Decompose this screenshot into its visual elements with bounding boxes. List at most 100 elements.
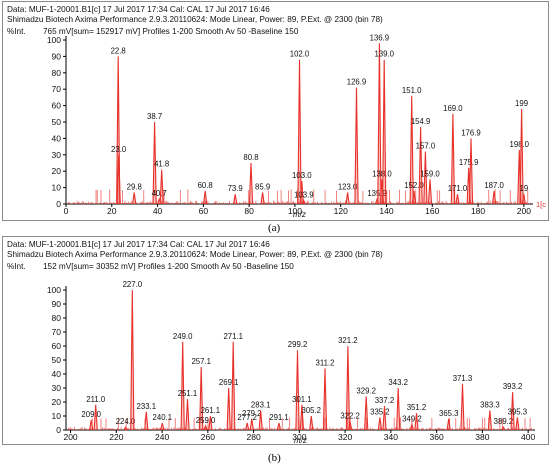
peak-label: 152.0 — [404, 181, 424, 190]
x-tick-label: 80 — [244, 206, 254, 216]
panel-b-header-line3: 152 mV[sum= 30352 mV] Profiles 1-200 Smo… — [43, 262, 294, 271]
y-tick-label: 100 — [47, 285, 61, 295]
peak-mark — [203, 424, 208, 431]
peak-label: 41.8 — [154, 160, 169, 169]
x-tick-label: 300 — [292, 432, 306, 442]
peak-mark — [185, 399, 190, 431]
peak-mark — [132, 192, 137, 205]
peak-mark — [123, 426, 128, 431]
peak-mark — [460, 383, 465, 431]
peak-label: 271.1 — [223, 332, 243, 341]
peak-mark — [377, 43, 382, 205]
peak-label: 233.1 — [137, 402, 157, 411]
peak-label: 176.9 — [461, 128, 481, 137]
peak-label: 29.8 — [127, 183, 142, 192]
panel-a-header-line1: Data: MUF-1-20001.B1[c] 17 Jul 2017 17:3… — [7, 5, 270, 14]
peak-label: 299.2 — [288, 340, 308, 349]
y-tick-label: 60 — [52, 101, 62, 111]
peak-mark — [130, 289, 135, 431]
x-tick-label: 180 — [471, 206, 485, 216]
peak-mark — [233, 194, 238, 205]
peak-label: 102.0 — [290, 50, 310, 59]
x-tick-label: 240 — [155, 432, 169, 442]
peak-label: 291.1 — [269, 413, 289, 422]
peak-label: 123.0 — [338, 183, 358, 192]
y-tick-label: 90 — [52, 299, 62, 309]
peak-mark — [199, 366, 204, 431]
x-tick-label: 320 — [338, 432, 352, 442]
y-tick-label: 50 — [52, 117, 62, 127]
x-tick-label: 200 — [63, 432, 77, 442]
peak-label: 138.0 — [372, 169, 392, 178]
peak-mark — [160, 422, 165, 431]
y-tick-label: 10 — [52, 183, 62, 193]
peak-mark — [345, 192, 350, 205]
x-axis-label: m/z — [293, 210, 306, 219]
peak-mark — [414, 413, 419, 431]
peak-mark — [354, 87, 359, 205]
peak-mark — [377, 417, 383, 431]
peak-label: 199 — [515, 99, 528, 108]
spectrum-plot-a: 0 10 20 30 40 50 60 70 80 90 100 0 20 40 60 80 100 120 140… — [47, 33, 546, 219]
peak-label: 154.9 — [411, 117, 431, 126]
peak-mark — [89, 420, 94, 431]
y-tick-label: 60 — [52, 341, 62, 351]
panel-b-header-line1: Data: MUF-1-20001.B1[c] 17 Jul 2017 17:3… — [7, 240, 270, 249]
peak-mark — [301, 199, 306, 205]
peak-label: 151.0 — [402, 86, 422, 95]
peak-mark — [455, 194, 460, 205]
x-tick-label: 60 — [199, 206, 209, 216]
y-tick-label: 70 — [52, 327, 62, 337]
peak-label: 135.9 — [367, 189, 387, 198]
peak-mark — [144, 411, 149, 431]
y-tick-label: 80 — [52, 313, 62, 323]
panel-b-ylabel: %Int. — [7, 262, 26, 271]
peak-label: 85.9 — [255, 183, 270, 192]
peak-mark — [418, 126, 423, 205]
peak-mark — [116, 154, 121, 205]
peak-label: 19 — [519, 184, 528, 193]
x-tick-label: 0 — [64, 206, 69, 216]
peak-label: 337.2 — [375, 396, 395, 405]
peak-label: 329.2 — [356, 386, 376, 395]
peak-mark — [93, 404, 98, 431]
peak-label: 249.0 — [173, 332, 193, 341]
y-tick-label: 40 — [52, 133, 62, 143]
peak-mark — [468, 138, 474, 205]
peak-mark — [276, 422, 282, 431]
peak-label: 305.2 — [301, 406, 321, 415]
peak-label: 351.2 — [407, 403, 427, 412]
peak-label: 322.2 — [340, 412, 360, 421]
peak-mark — [345, 345, 351, 431]
peak-label: 389.2 — [494, 417, 514, 426]
peak-label: 393.2 — [503, 382, 523, 391]
x-tick-label: 380 — [475, 432, 489, 442]
panel-a-ylabel: %Int. — [7, 27, 26, 36]
peak-label: 259.0 — [196, 416, 216, 425]
y-tick-label: 80 — [52, 68, 62, 78]
peak-mark — [248, 162, 254, 205]
peak-label: 227.0 — [123, 280, 143, 289]
peak-mark — [245, 422, 250, 431]
peak-label: 187.0 — [484, 181, 504, 190]
x-tick-label: 400 — [521, 432, 535, 442]
peak-mark — [510, 392, 515, 431]
peak-label: 198.0 — [510, 140, 530, 149]
x-axis-label: m/z — [294, 436, 307, 444]
peak-label: 277.2 — [237, 413, 257, 422]
peak-label: 371.3 — [453, 374, 473, 383]
x-tick-label: 220 — [109, 432, 123, 442]
peak-label: 23.0 — [111, 145, 127, 154]
x-tick-label: 340 — [384, 432, 398, 442]
peak-label: 157.0 — [416, 142, 436, 151]
peak-mark — [297, 59, 302, 205]
peak-label: 257.1 — [191, 357, 211, 366]
y-tick-label: 70 — [52, 84, 62, 94]
peak-mark — [159, 169, 164, 205]
peak-label: 60.8 — [198, 181, 213, 190]
peak-mark — [180, 341, 185, 431]
spectrum-panel-a: Data: MUF-1-20001.B1[c] 17 Jul 2017 17:3… — [2, 1, 549, 221]
peak-label: 169.0 — [443, 104, 463, 113]
peak-label: 251.1 — [178, 389, 198, 398]
peak-label: 175.9 — [459, 158, 479, 167]
